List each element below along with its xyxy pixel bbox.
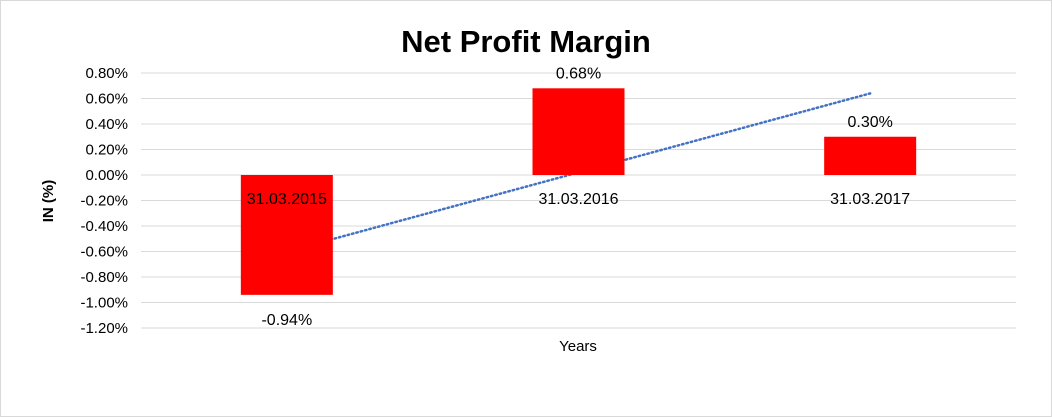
y-tick-label: -0.40% bbox=[80, 218, 128, 235]
x-axis-title: Years bbox=[559, 338, 597, 355]
y-tick-label: -0.20% bbox=[80, 193, 128, 210]
chart-title: Net Profit Margin bbox=[401, 24, 651, 59]
y-axis-ticks: 0.80% 0.60% 0.40% 0.20% 0.00% -0.20% -0.40% -0.… bbox=[80, 65, 128, 337]
y-tick-label: 0.20% bbox=[85, 142, 128, 159]
y-tick-label: -1.00% bbox=[80, 295, 128, 312]
category-label: 31.03.2015 bbox=[247, 191, 327, 208]
y-tick-label: -0.60% bbox=[80, 244, 128, 261]
data-label: 0.30% bbox=[847, 114, 892, 131]
data-label: -0.94% bbox=[261, 312, 312, 329]
y-tick-label: -1.20% bbox=[80, 320, 128, 337]
y-axis-title: IN (%) bbox=[40, 180, 57, 223]
labels: 31.03.2015 -0.94% 31.03.2016 0.68% 31.03.201… bbox=[247, 65, 911, 329]
y-tick-label: 0.40% bbox=[85, 116, 128, 133]
y-tick-label: 0.60% bbox=[85, 91, 128, 108]
bar bbox=[240, 175, 333, 295]
category-label: 31.03.2016 bbox=[538, 191, 618, 208]
bars bbox=[240, 88, 917, 295]
bar bbox=[532, 88, 625, 175]
category-label: 31.03.2017 bbox=[830, 191, 910, 208]
y-tick-label: 0.80% bbox=[85, 65, 128, 82]
bar bbox=[824, 136, 917, 175]
y-tick-label: 0.00% bbox=[85, 167, 128, 184]
data-label: 0.68% bbox=[556, 65, 601, 82]
y-tick-label: -0.80% bbox=[80, 269, 128, 286]
